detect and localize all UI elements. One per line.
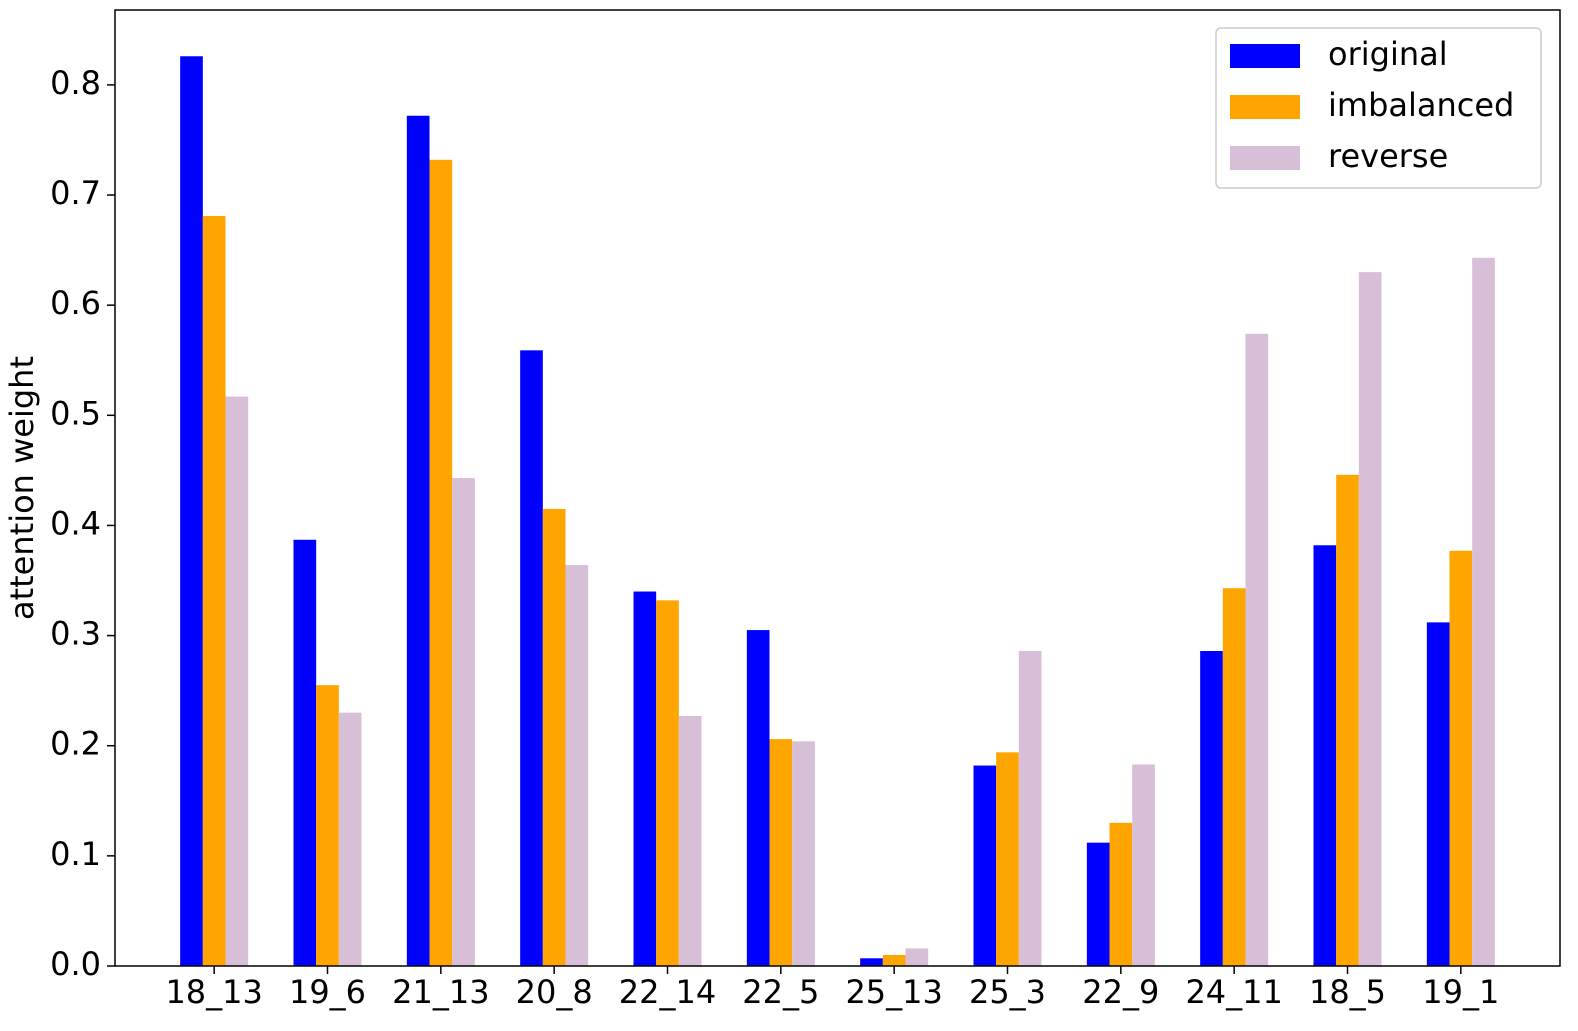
y-tick-label: 0.0 <box>50 945 101 983</box>
bar <box>746 630 770 966</box>
bar <box>338 712 362 966</box>
x-tick-label: 22_5 <box>742 973 819 1011</box>
plot-frame <box>114 9 1561 967</box>
bar <box>860 958 883 966</box>
bar <box>202 215 226 967</box>
bar <box>792 741 815 966</box>
y-axis-label: attention weight <box>3 356 41 620</box>
bar <box>225 396 249 966</box>
x-tick-label: 22_14 <box>619 973 716 1011</box>
bar <box>1018 651 1042 966</box>
bar <box>1086 842 1110 966</box>
bar <box>565 565 589 966</box>
bar <box>1245 333 1269 966</box>
x-tick-label: 19_1 <box>1422 973 1499 1011</box>
bar <box>1336 474 1359 966</box>
bar <box>656 600 679 966</box>
legend-swatch <box>1230 95 1300 119</box>
bar <box>429 159 453 966</box>
legend-label: imbalanced <box>1328 86 1514 124</box>
bar <box>542 508 566 966</box>
x-tick-label: 18_5 <box>1309 973 1386 1011</box>
y-tick-label: 0.2 <box>50 725 101 763</box>
x-tick-label: 24_11 <box>1185 973 1282 1011</box>
bar <box>180 56 203 967</box>
y-tick-label: 0.6 <box>50 284 101 322</box>
bar <box>973 765 997 966</box>
bar <box>1200 651 1223 966</box>
y-tick-label: 0.7 <box>50 174 101 212</box>
y-tick-label: 0.5 <box>50 394 101 432</box>
legend-label: original <box>1328 35 1448 73</box>
y-tick-label: 0.1 <box>50 835 101 873</box>
x-tick-label: 19_6 <box>289 973 366 1011</box>
bar <box>293 539 317 966</box>
x-tick-label: 25_13 <box>845 973 942 1011</box>
legend-label: reverse <box>1328 137 1448 175</box>
y-tick-label: 0.8 <box>50 64 101 102</box>
bar <box>1472 257 1495 967</box>
y-tick-label: 0.4 <box>50 504 101 542</box>
bar <box>882 954 906 966</box>
bar <box>1358 272 1382 966</box>
bar <box>1222 588 1246 966</box>
x-tick-label: 18_13 <box>165 973 262 1011</box>
bar <box>406 115 430 966</box>
bar <box>905 948 929 966</box>
y-tick-label: 0.3 <box>50 615 101 653</box>
x-tick-label: 22_9 <box>1082 973 1159 1011</box>
x-tick-label: 21_13 <box>392 973 489 1011</box>
bar <box>1426 622 1450 966</box>
bar <box>996 752 1019 966</box>
bar <box>1313 545 1337 966</box>
bar <box>1132 764 1155 966</box>
bar <box>316 685 339 966</box>
bar <box>1109 822 1133 966</box>
bar <box>1449 550 1473 966</box>
bar <box>452 478 475 966</box>
legend-swatch <box>1230 146 1300 170</box>
bar <box>769 739 793 966</box>
x-tick-label: 20_8 <box>516 973 593 1011</box>
bar <box>633 591 657 966</box>
bar <box>520 350 543 967</box>
bar <box>678 715 702 966</box>
legend-swatch <box>1230 44 1300 68</box>
x-tick-label: 25_3 <box>969 973 1046 1011</box>
